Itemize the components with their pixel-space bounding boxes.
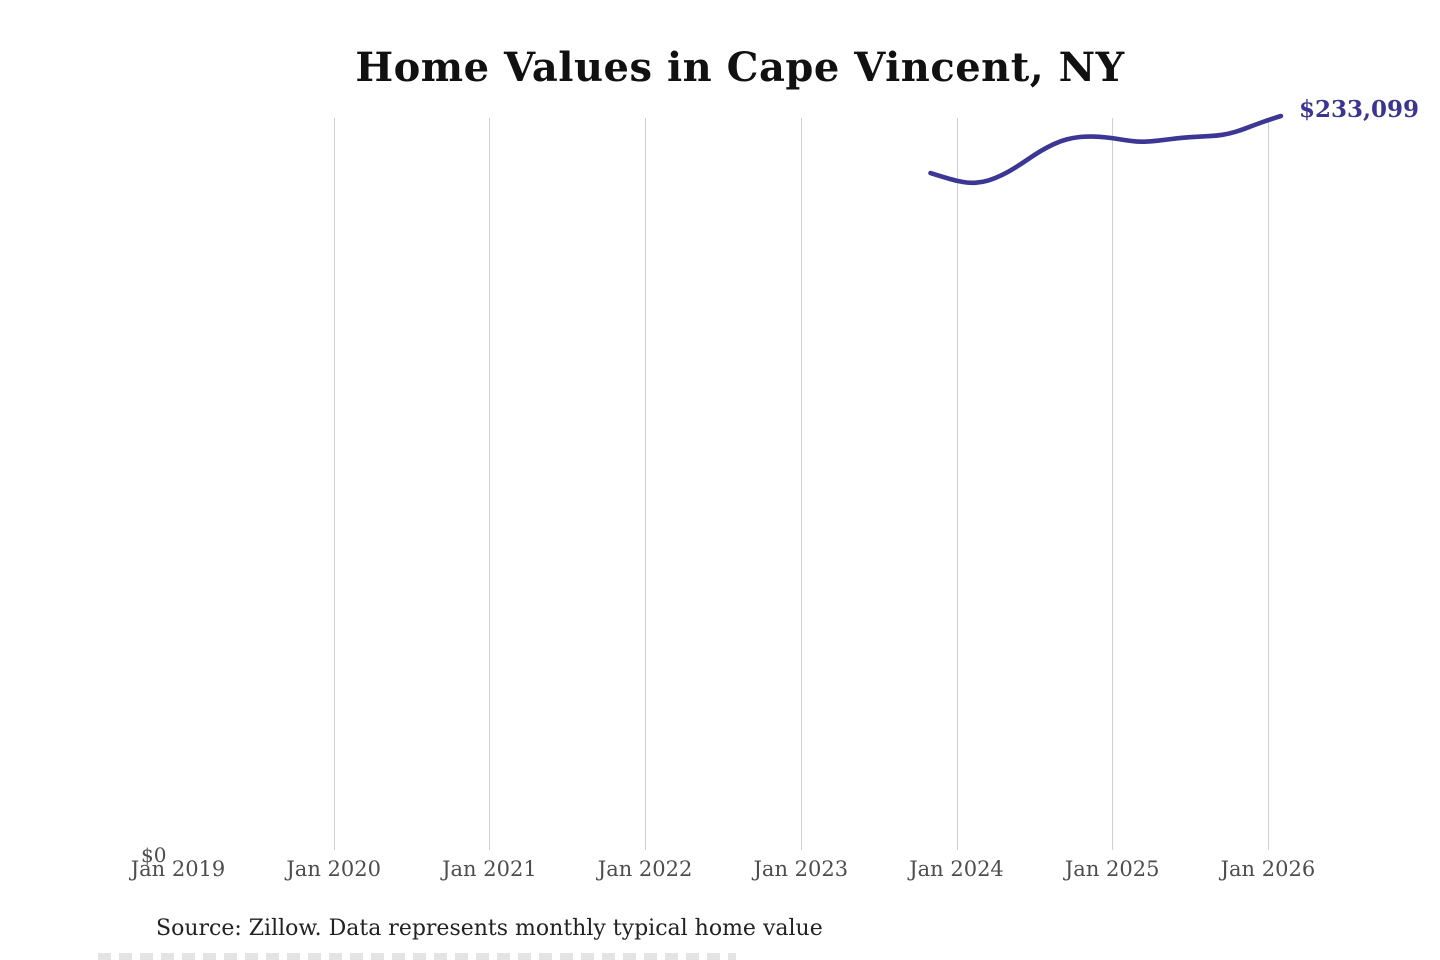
x-gridline <box>1267 118 1269 850</box>
x-gridline <box>645 118 647 850</box>
x-gridline <box>333 118 335 850</box>
x-axis-tick-label: Jan 2023 <box>753 857 849 881</box>
x-axis-tick-label: Jan 2026 <box>1220 857 1316 881</box>
x-gridline <box>489 118 491 850</box>
x-axis-tick-label: Jan 2025 <box>1064 857 1160 881</box>
x-gridline <box>1112 118 1114 850</box>
x-axis-tick-label: Jan 2020 <box>286 857 381 881</box>
x-axis-tick-label: Jan 2024 <box>909 857 1004 881</box>
x-axis-tick-label: Jan 2022 <box>597 857 693 881</box>
home-value-line <box>928 113 1284 186</box>
x-gridline <box>956 118 958 850</box>
source-note: Source: Zillow. Data represents monthly … <box>156 916 823 941</box>
x-axis-tick-label: Jan 2021 <box>442 857 537 881</box>
x-gridline <box>800 118 802 850</box>
clipped-bottom-text <box>98 953 736 960</box>
x-axis-tick-label: Jan 2019 <box>130 857 226 881</box>
y-axis-zero-label: $0 <box>141 843 167 867</box>
latest-value-label: $233,099 <box>1299 96 1420 123</box>
chart-title: Home Values in Cape Vincent, NY <box>355 44 1125 91</box>
